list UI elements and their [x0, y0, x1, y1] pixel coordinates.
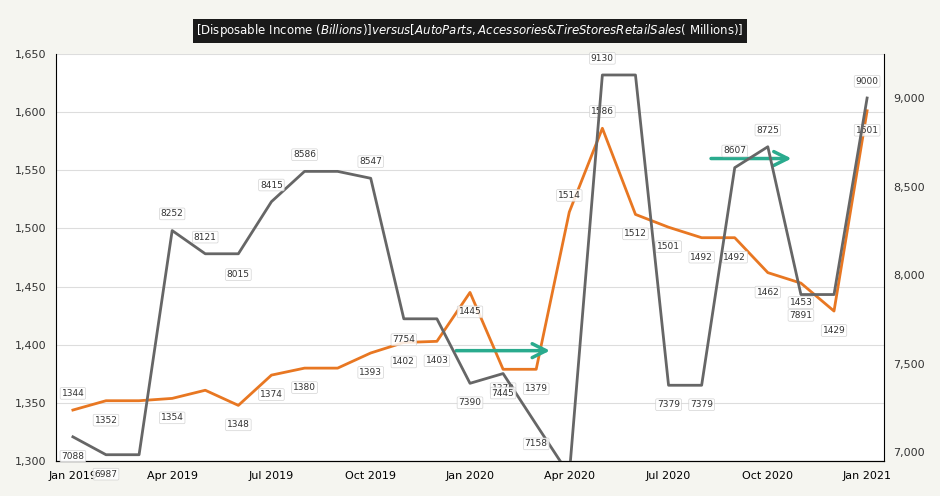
Text: 9000: 9000 — [855, 77, 879, 86]
Text: 8121: 8121 — [194, 233, 217, 242]
Text: 7379: 7379 — [657, 400, 680, 409]
Text: 8725: 8725 — [757, 125, 779, 134]
Text: 8607: 8607 — [723, 146, 746, 155]
Text: 8252: 8252 — [161, 209, 183, 218]
Text: 8415: 8415 — [260, 181, 283, 189]
Text: 1601: 1601 — [855, 125, 879, 135]
Text: 7379: 7379 — [690, 400, 713, 409]
Text: 1393: 1393 — [359, 368, 383, 377]
Text: 1354: 1354 — [161, 413, 183, 422]
Text: 1445: 1445 — [459, 308, 481, 316]
Text: 7158: 7158 — [525, 439, 548, 448]
Text: 1380: 1380 — [293, 383, 316, 392]
Text: 6987: 6987 — [95, 470, 118, 479]
Text: 8586: 8586 — [293, 150, 316, 159]
Text: 1379: 1379 — [525, 384, 548, 393]
Text: 1374: 1374 — [260, 390, 283, 399]
Text: 1514: 1514 — [557, 191, 581, 200]
Text: 1586: 1586 — [591, 107, 614, 116]
Text: 1492: 1492 — [690, 252, 713, 262]
Text: 8547: 8547 — [359, 157, 383, 166]
Text: 7390: 7390 — [459, 398, 481, 407]
Text: 1379: 1379 — [492, 384, 514, 393]
Text: 1403: 1403 — [426, 356, 448, 365]
Text: 1501: 1501 — [657, 242, 680, 251]
Text: 1352: 1352 — [95, 416, 118, 425]
Text: 7891: 7891 — [790, 311, 812, 320]
Text: 7754: 7754 — [392, 335, 415, 344]
Text: 1453: 1453 — [790, 298, 812, 307]
Text: 1344: 1344 — [61, 389, 85, 398]
Text: 1462: 1462 — [757, 288, 779, 297]
Text: 7088: 7088 — [61, 452, 85, 461]
Text: [Disposable Income ($ Billions)]  versus  [Auto Parts, Accessories & Tire Stores: [Disposable Income ($ Billions)] versus … — [196, 22, 744, 39]
Text: 1512: 1512 — [624, 229, 647, 239]
Text: 1492: 1492 — [724, 252, 746, 262]
Text: 9130: 9130 — [591, 54, 614, 63]
Text: 1429: 1429 — [822, 326, 845, 335]
Text: 6873: 6873 — [0, 495, 1, 496]
Text: 7445: 7445 — [492, 388, 514, 397]
Text: 1348: 1348 — [227, 420, 250, 430]
Text: 1402: 1402 — [392, 358, 415, 367]
Text: 8015: 8015 — [227, 270, 250, 279]
